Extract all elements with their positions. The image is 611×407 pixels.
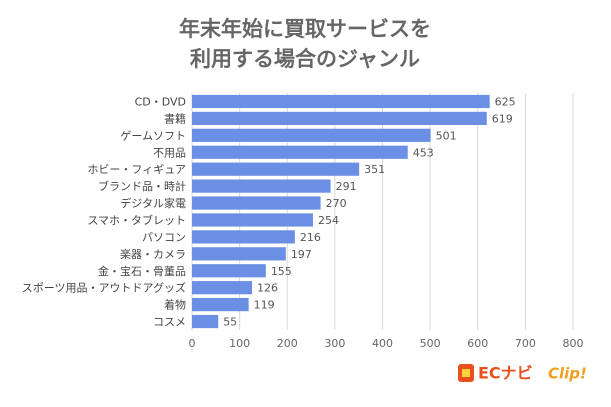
value-label: 270 (326, 197, 347, 210)
value-label: 197 (291, 248, 312, 261)
value-label: 619 (492, 112, 513, 125)
logo-icon (462, 369, 470, 377)
bar (192, 314, 219, 329)
y-tick-label: スポーツ用品・アウトドアグッズ (22, 281, 186, 295)
value-label: 216 (300, 231, 321, 244)
bar (192, 111, 487, 125)
value-label: 155 (271, 265, 292, 278)
chart-title: 利用する場合のジャンル (190, 47, 420, 71)
y-tick-label: パソコン (142, 231, 186, 244)
y-tick-label: 楽器・カメラ (120, 248, 186, 261)
value-label: 625 (495, 95, 516, 108)
bar (192, 298, 249, 312)
value-label: 351 (364, 163, 385, 176)
bar (192, 213, 313, 227)
logo-sub: Clip! (548, 365, 587, 383)
bar (192, 162, 360, 176)
y-tick-label: 書籍 (164, 111, 186, 125)
x-tick-label: 400 (372, 337, 393, 350)
y-tick-label: CD・DVD (135, 95, 186, 108)
bar (192, 247, 286, 261)
bar (192, 230, 295, 244)
x-tick-label: 200 (277, 337, 298, 350)
value-label: 254 (318, 214, 339, 227)
bar (192, 128, 431, 142)
y-tick-label: ゲームソフト (120, 129, 186, 142)
x-tick-label: 800 (563, 337, 584, 350)
y-tick-label: デジタル家電 (120, 196, 186, 210)
bar (192, 179, 331, 193)
y-tick-label: 金・宝石・骨董品 (98, 264, 186, 278)
bar (192, 264, 266, 278)
value-label: 126 (257, 282, 278, 295)
y-tick-label: 不用品 (153, 146, 186, 159)
logo-brand: ECナビ (478, 364, 533, 383)
value-label: 453 (413, 146, 434, 159)
x-tick-label: 0 (189, 337, 196, 350)
bar (192, 145, 408, 159)
chart-title: 年末年始に買取サービスを (179, 17, 431, 41)
x-tick-label: 100 (229, 337, 250, 350)
logo: ECナビ Clip! (458, 364, 587, 383)
bar (192, 196, 321, 210)
value-label: 55 (223, 316, 237, 329)
x-tick-label: 600 (467, 337, 488, 350)
value-label: 119 (254, 299, 275, 312)
y-tick-label: ホビー・フィギュア (87, 163, 186, 176)
y-tick-label: コスメ (153, 316, 186, 329)
x-tick-label: 300 (324, 337, 345, 350)
x-tick-label: 500 (420, 337, 441, 350)
y-tick-label: ブランド品・時計 (98, 179, 186, 193)
value-label: 291 (336, 180, 357, 193)
bar (192, 281, 253, 295)
y-tick-label: 着物 (164, 298, 186, 312)
y-tick-label: スマホ・タブレット (87, 213, 186, 227)
bar (192, 94, 490, 109)
x-tick-label: 700 (515, 337, 536, 350)
value-label: 501 (436, 129, 457, 142)
